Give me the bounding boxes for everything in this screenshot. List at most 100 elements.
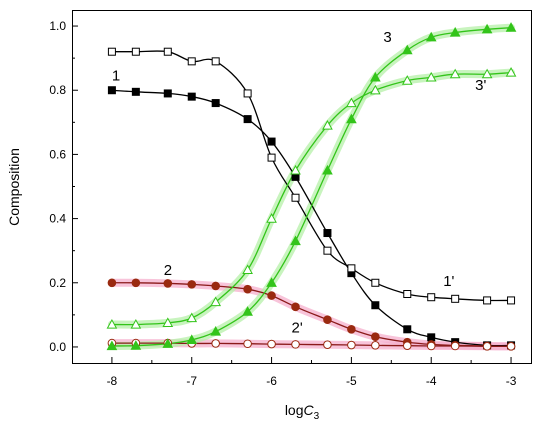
series-1-point-4 [211,57,220,66]
series-0-point-6 [267,137,276,146]
series-3-point-4 [211,339,220,348]
axis-ticks: -8 -7 -6 -5 -4 -3 0.0 0.2 0.4 0.6 0.8 1.0 [49,19,516,388]
series-2-point-9 [347,325,356,334]
series-5-point-1 [130,318,142,329]
series-4-point-12 [425,31,437,42]
curve-label-0: 1 [112,68,120,85]
series-5-point-9 [346,97,357,108]
series-1-point-0 [107,47,116,56]
x-tick-label: -8 [107,374,118,388]
series-2-point-8 [323,315,332,324]
series-0-point-1 [131,87,140,96]
series-1-point-11 [403,290,412,299]
series-2-point-0 [107,278,117,288]
series-0-point-0 [107,86,116,95]
series-4-point-1 [130,340,142,350]
x-tick-label: -7 [186,374,197,388]
series-2-point-10 [371,332,380,341]
series-2-point-3 [187,280,197,289]
series-4-point-11 [401,44,413,55]
series-3-point-12 [426,341,436,351]
series-5-point-15 [505,67,517,77]
series-2-point-2 [163,279,173,288]
series-5-point-12 [425,71,437,82]
series-5-point-10 [369,84,381,95]
series-5-point-7 [290,164,301,175]
series-4-point-10 [369,71,381,82]
series-5-point-4 [210,296,222,307]
series-line-2 [111,282,512,347]
series-5-point-3 [186,312,198,323]
x-axis-title-base: log [285,402,304,418]
series-5-point-8 [322,119,333,130]
series-line-5 [111,71,512,326]
series-2-point-6 [267,291,276,300]
x-axis-title-sub: 3 [314,411,320,422]
series-2-point-5 [243,284,252,294]
series-4-point-3 [186,334,198,344]
series-3-point-7 [291,340,300,349]
y-axis-title: Composition [6,148,22,226]
series-4-point-5 [242,306,253,316]
series-4-point-6 [266,277,277,287]
series-0-point-8 [323,229,332,238]
series-5-point-14 [481,68,493,79]
series-5-point-13 [449,68,461,79]
series-1-point-8 [323,246,332,255]
series-5-point-5 [242,264,253,275]
series-5-point-0 [106,318,118,329]
series-0-point-11 [403,325,412,334]
series-4-point-15 [505,22,517,32]
series-3-point-13 [450,341,460,351]
series-1-point-6 [267,153,276,162]
series-1-point-3 [187,57,196,66]
series-3-point-6 [267,339,276,349]
series-line-1 [111,50,512,302]
series-line-0 [111,89,512,347]
series-4-point-4 [210,326,222,336]
series-4-point-2 [162,338,174,348]
x-axis-title-var: C [304,402,315,418]
curve-label-4: 3 [383,29,391,46]
series-1-point-12 [427,293,436,302]
series-3-point-10 [371,341,380,350]
series-3-point-8 [323,340,332,350]
series-3-point-14 [482,342,492,351]
series-1-point-1 [131,47,140,56]
series-3-point-9 [347,340,356,350]
series-0-point-3 [187,92,196,101]
series-1-point-5 [243,89,252,98]
series-4-point-9 [346,113,357,124]
series-5-point-2 [162,317,174,327]
series-0-point-10 [371,301,380,310]
x-tick-label: -4 [426,374,437,388]
series-4-point-14 [481,23,493,34]
series-0-point-5 [243,115,252,124]
series-1-point-9 [347,264,356,273]
series-markers [106,22,517,351]
y-tick-label: 0.4 [49,212,66,226]
series-1-point-2 [163,47,172,56]
series-0-point-2 [163,89,172,98]
series-5-point-6 [266,213,277,223]
series-line-4 [111,27,512,347]
series-4-point-8 [322,164,333,175]
x-axis-title: logC3 [285,402,320,422]
x-tick-label: -5 [346,374,357,388]
x-tick-label: -3 [506,374,517,388]
x-tick-label: -6 [266,374,277,388]
series-1-point-10 [371,278,380,287]
y-tick-label: 0.8 [49,83,66,97]
y-tick-label: 1.0 [49,19,66,33]
series-4-point-7 [290,235,301,246]
series-3-point-15 [506,342,516,351]
series-1-point-13 [451,294,460,303]
curve-labels: 1 1' 2 2' 3 3' [112,29,487,336]
series-3-point-11 [402,341,412,350]
series-line-3 [111,342,512,347]
series-1-point-15 [507,296,516,305]
series-4-point-13 [449,26,461,37]
curve-label-5: 3' [475,77,486,94]
series-2-point-1 [131,278,141,288]
